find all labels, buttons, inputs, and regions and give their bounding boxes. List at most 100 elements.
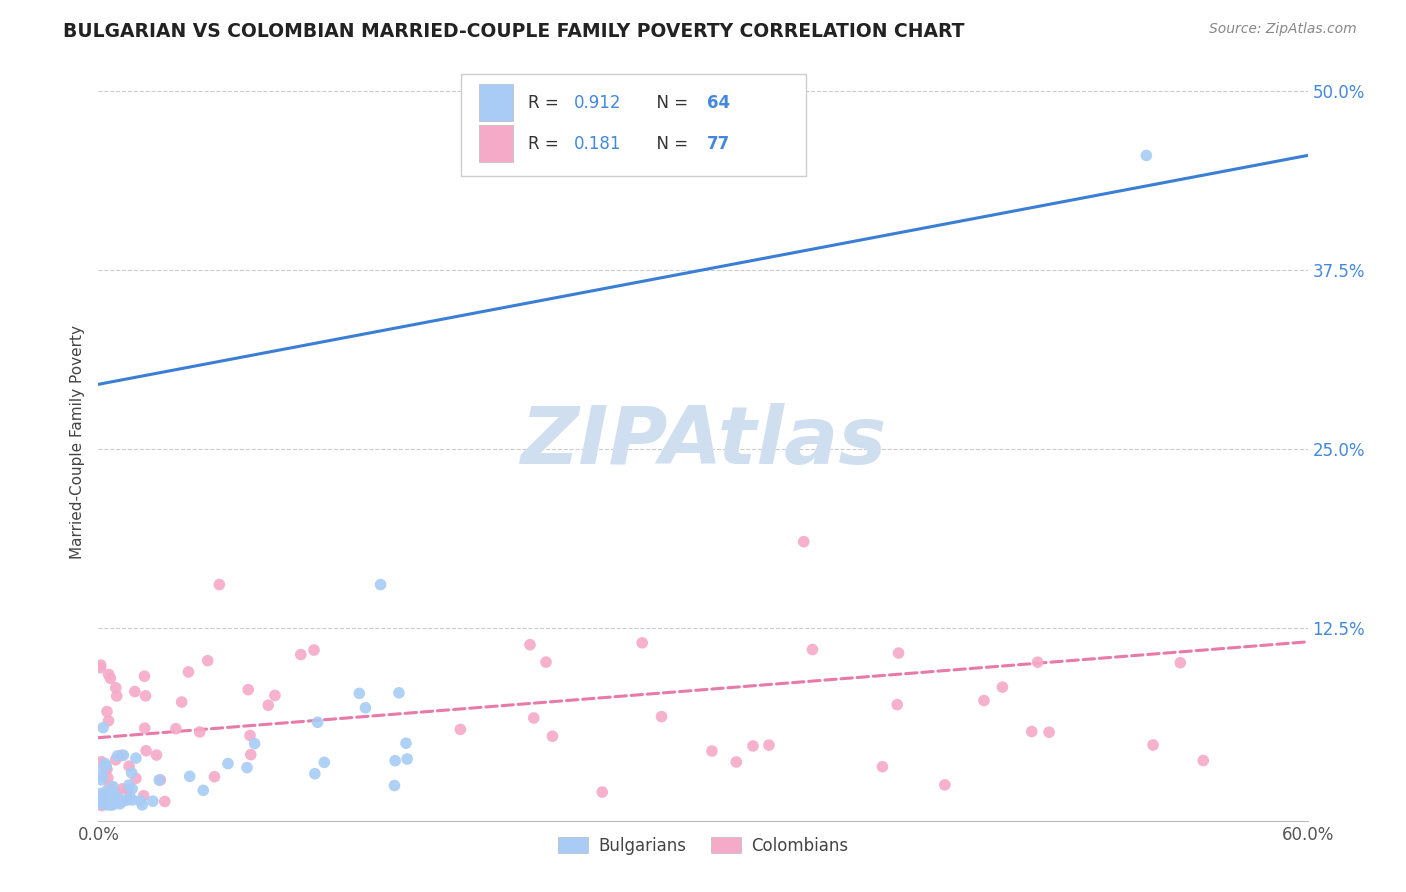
Text: BULGARIAN VS COLOMBIAN MARRIED-COUPLE FAMILY POVERTY CORRELATION CHART: BULGARIAN VS COLOMBIAN MARRIED-COUPLE FA… xyxy=(63,22,965,41)
Point xyxy=(90,755,112,769)
Point xyxy=(204,770,226,784)
Text: ZIPAtlas: ZIPAtlas xyxy=(520,402,886,481)
Point xyxy=(90,789,112,804)
Point xyxy=(396,752,419,766)
Point xyxy=(100,794,122,808)
Point xyxy=(793,534,815,549)
Point xyxy=(197,654,219,668)
Point xyxy=(631,636,654,650)
Point xyxy=(973,693,995,707)
Point xyxy=(700,744,723,758)
Point xyxy=(135,689,157,703)
Point xyxy=(801,642,824,657)
Point xyxy=(523,711,546,725)
Point xyxy=(145,747,167,762)
Point xyxy=(107,795,129,809)
Point xyxy=(105,689,128,703)
Point xyxy=(307,715,329,730)
Point xyxy=(112,794,135,808)
Text: 0.181: 0.181 xyxy=(574,135,621,153)
Point xyxy=(188,725,211,739)
Point xyxy=(91,721,114,735)
Point xyxy=(108,797,131,811)
Point xyxy=(257,698,280,713)
Point xyxy=(149,772,172,787)
Point xyxy=(991,680,1014,694)
Point xyxy=(1135,148,1157,162)
Point xyxy=(89,660,111,674)
Point xyxy=(89,792,111,806)
Point xyxy=(179,769,201,783)
Point xyxy=(290,648,312,662)
Point xyxy=(125,772,148,786)
Point xyxy=(354,700,377,714)
Point xyxy=(93,789,115,803)
Legend: Bulgarians, Colombians: Bulgarians, Colombians xyxy=(551,830,855,862)
Point xyxy=(90,772,112,787)
Point xyxy=(89,787,111,801)
Point xyxy=(742,739,765,753)
Text: 64: 64 xyxy=(707,94,730,112)
Point xyxy=(388,686,411,700)
Point xyxy=(94,760,117,774)
Point xyxy=(124,684,146,698)
Point xyxy=(105,787,128,801)
Point xyxy=(121,781,143,796)
Point xyxy=(121,793,143,807)
Point xyxy=(107,748,129,763)
Point xyxy=(153,794,176,808)
Point xyxy=(97,667,120,681)
Point xyxy=(886,698,908,712)
Point xyxy=(541,729,564,743)
Point xyxy=(90,798,112,813)
Point xyxy=(304,766,326,780)
Text: N =: N = xyxy=(647,94,693,112)
Point xyxy=(100,797,122,811)
Point xyxy=(89,764,111,779)
Point xyxy=(117,782,139,797)
Point xyxy=(887,646,910,660)
Point xyxy=(349,686,371,700)
Point xyxy=(238,682,260,697)
Point xyxy=(96,797,118,812)
Point xyxy=(934,778,956,792)
Point xyxy=(1038,725,1060,739)
Point xyxy=(91,789,114,804)
Point xyxy=(115,793,138,807)
Point xyxy=(243,737,266,751)
Point xyxy=(94,759,117,773)
Point xyxy=(170,695,193,709)
Point xyxy=(134,721,156,735)
Point xyxy=(1142,738,1164,752)
Point xyxy=(1026,655,1049,669)
Point xyxy=(1192,754,1215,768)
Point xyxy=(111,781,134,796)
Point xyxy=(96,762,118,776)
Point xyxy=(98,797,121,812)
Text: R =: R = xyxy=(527,135,564,153)
Point xyxy=(193,783,215,797)
FancyBboxPatch shape xyxy=(461,74,806,177)
Point xyxy=(384,754,406,768)
Point xyxy=(1021,724,1043,739)
Text: R =: R = xyxy=(527,94,564,112)
Point xyxy=(872,760,894,774)
FancyBboxPatch shape xyxy=(479,126,513,161)
Point xyxy=(758,738,780,752)
Point xyxy=(96,787,118,801)
Point xyxy=(101,787,124,801)
Point xyxy=(725,755,748,769)
Point xyxy=(91,797,114,811)
Text: N =: N = xyxy=(647,135,693,153)
Point xyxy=(98,779,121,793)
Point xyxy=(97,714,120,728)
Point xyxy=(534,655,557,669)
Point xyxy=(384,779,406,793)
Point xyxy=(110,748,132,763)
Point xyxy=(314,756,336,770)
Point xyxy=(101,780,124,794)
Point xyxy=(97,788,120,802)
Point xyxy=(94,756,117,771)
Point xyxy=(118,790,141,805)
Point xyxy=(121,765,143,780)
